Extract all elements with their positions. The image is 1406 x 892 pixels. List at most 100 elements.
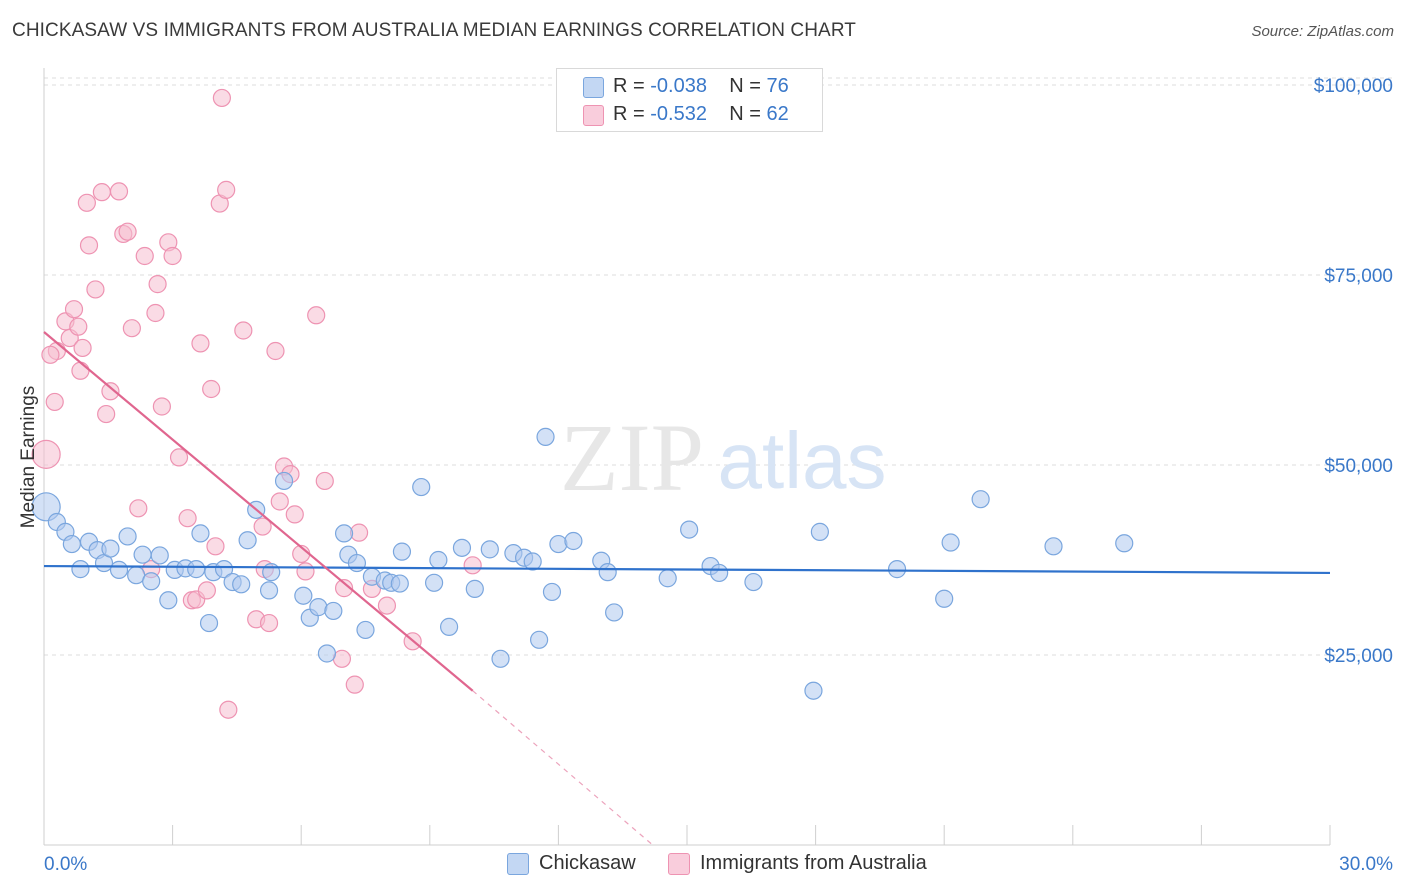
chickasaw-point (109, 560, 129, 579)
y-tick-label: $75,000 (1324, 266, 1393, 287)
chickasaw-point (523, 552, 542, 571)
chickasaw-point (971, 490, 990, 509)
correlation-legend: R = -0.038 N = 76 R = -0.532 N = 62 (556, 68, 823, 132)
chickasaw-point (530, 630, 549, 649)
legend-swatch-pink (583, 105, 604, 126)
legend-n-value: 62 (766, 103, 789, 125)
australia-point (253, 517, 272, 536)
chickasaw-point (214, 560, 234, 579)
australia-point (234, 321, 253, 340)
chickasaw-point (429, 550, 448, 570)
chickasaw-point (259, 581, 279, 600)
australia-point (86, 280, 105, 299)
chickasaw-point (118, 527, 137, 546)
y-axis-label: Median Earnings (18, 386, 39, 529)
australia-point (202, 379, 221, 399)
australia-point (77, 193, 96, 212)
legend-r-value: -0.038 (650, 75, 707, 97)
chickasaw-point (62, 534, 81, 554)
legend-swatch-blue (583, 77, 604, 98)
australia-point (191, 334, 210, 353)
chickasaw-point (804, 681, 823, 700)
x-tick-min: 0.0% (44, 854, 87, 875)
australia-point (31, 439, 61, 469)
chickasaw-point (536, 427, 555, 446)
chickasaw-point (658, 569, 677, 588)
australia-point (197, 581, 216, 600)
chickasaw-point (564, 531, 583, 551)
chickasaw-point (187, 560, 206, 579)
australia-point (270, 492, 289, 511)
australia-point (296, 562, 315, 581)
chickasaw-point (309, 598, 328, 617)
australia-point (163, 246, 182, 266)
chickasaw-point (452, 538, 472, 557)
legend-r-label: R = (613, 103, 645, 125)
trend-line-australia-extension (472, 690, 654, 846)
australia-point (219, 700, 238, 719)
legend-r-label: R = (613, 75, 645, 97)
chickasaw-point (232, 575, 251, 594)
australia-point (118, 222, 137, 241)
watermark-zip: ZIP (560, 404, 704, 511)
chickasaw-point (199, 613, 219, 633)
chickasaw-point (810, 522, 829, 541)
australia-point (259, 613, 279, 633)
chickasaw-point (1115, 534, 1134, 553)
legend-label: Immigrants from Australia (700, 852, 927, 874)
australia-point (73, 338, 92, 358)
australia-point (41, 345, 60, 364)
australia-point (45, 392, 64, 412)
australia-point (97, 404, 116, 424)
australia-point (212, 88, 231, 108)
chickasaw-point (465, 579, 484, 598)
trend-line-chickasaw (43, 564, 1331, 575)
australia-point (109, 182, 129, 201)
australia-point (169, 448, 189, 467)
y-tick-label: $100,000 (1314, 76, 1393, 97)
chickasaw-point (542, 582, 562, 602)
australia-point (217, 180, 236, 199)
chickasaw-point (317, 644, 337, 663)
legend-swatch-blue (507, 853, 529, 875)
chickasaw-point (356, 620, 375, 640)
australia-point (71, 361, 90, 380)
australia-point (79, 236, 99, 255)
chickasaw-point (1044, 537, 1063, 556)
chickasaw-point (424, 573, 444, 592)
trend-line-australia (43, 331, 474, 692)
chickasaw-point (744, 572, 763, 592)
x-tick-max: 30.0% (1339, 854, 1393, 875)
legend-swatch-pink (668, 853, 690, 875)
chickasaw-point (133, 545, 152, 564)
chickasaw-point (238, 531, 257, 550)
chickasaw-point (941, 533, 960, 552)
australia-point (345, 675, 364, 694)
tick-labels: $25,000 $50,000 $75,000 $100,000 (1314, 76, 1393, 667)
chickasaw-point (150, 546, 169, 565)
legend-n-label: N = (729, 103, 761, 125)
australia-point (129, 499, 148, 518)
chickasaw-point (71, 560, 90, 579)
australia-point (101, 382, 120, 401)
australia-point (463, 556, 482, 575)
chickasaw-point (324, 601, 343, 621)
series-immigrants-from-australia (31, 88, 482, 719)
australia-point (334, 579, 354, 598)
y-tick-label: $25,000 (1324, 646, 1393, 667)
australia-point (178, 509, 197, 528)
trend-lines (43, 331, 1331, 846)
chickasaw-point (439, 617, 459, 636)
y-tick-label: $50,000 (1324, 456, 1393, 477)
legend-n-label: N = (729, 75, 761, 97)
chickasaw-point (491, 649, 510, 668)
legend-r-value: -0.532 (650, 103, 707, 125)
chickasaw-point (480, 540, 499, 559)
chickasaw-point (935, 589, 954, 608)
australia-point (135, 246, 154, 266)
chickasaw-point (549, 534, 568, 554)
australia-point (148, 275, 167, 294)
chickasaw-point (274, 471, 294, 491)
australia-point (152, 397, 171, 416)
chickasaw-point (390, 574, 409, 593)
